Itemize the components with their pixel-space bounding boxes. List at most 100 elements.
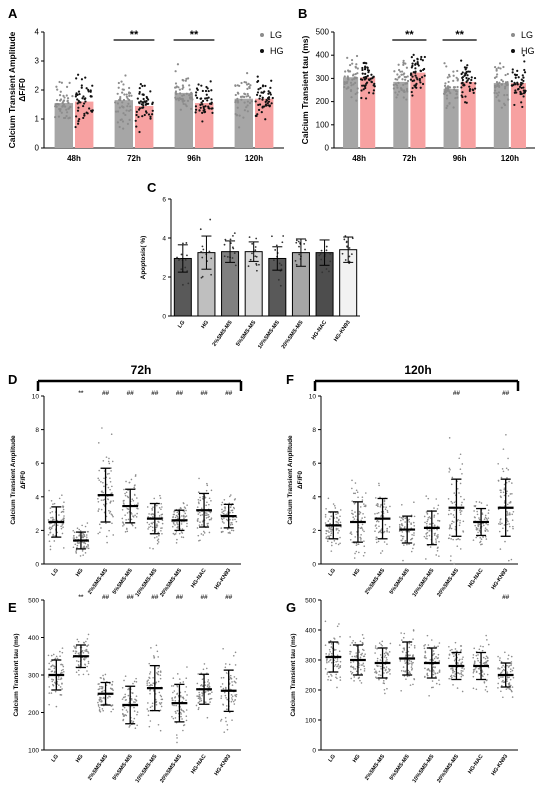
data-point [375, 527, 378, 529]
data-point [171, 715, 173, 718]
data-point [448, 101, 451, 105]
data-point [449, 92, 452, 95]
data-point [337, 663, 340, 666]
data-point [149, 692, 151, 695]
significance-mark: ## [502, 594, 510, 601]
data-point [184, 507, 187, 509]
significance-mark: ## [151, 594, 159, 601]
data-point [510, 558, 513, 561]
data-point [449, 649, 452, 652]
bar-LG [234, 98, 253, 148]
data-point [410, 550, 413, 553]
data-point [155, 524, 158, 527]
data-point [352, 73, 355, 76]
data-point [74, 95, 77, 98]
data-point [121, 508, 124, 511]
data-point [110, 705, 113, 707]
data-point [385, 678, 388, 680]
data-point [222, 513, 225, 515]
data-point [251, 252, 253, 255]
data-point [378, 665, 380, 667]
data-point [180, 253, 183, 256]
data-point [255, 237, 258, 240]
data-point [102, 491, 104, 494]
data-point [158, 702, 161, 704]
significance-mark: ## [176, 390, 184, 397]
data-point [147, 702, 149, 704]
data-point [122, 83, 125, 86]
data-point [123, 714, 126, 716]
data-point [418, 79, 421, 82]
data-point [474, 504, 477, 507]
data-point [383, 689, 386, 691]
data-point [264, 84, 267, 88]
data-point [367, 71, 370, 74]
data-point [467, 77, 470, 80]
data-point [76, 109, 80, 112]
data-point [60, 694, 63, 696]
significance-mark: ** [130, 29, 139, 41]
data-point [359, 668, 362, 671]
data-point [229, 238, 232, 241]
data-point [473, 668, 476, 671]
data-point [220, 720, 222, 722]
data-point [142, 104, 145, 107]
data-point [206, 501, 208, 504]
data-point [339, 665, 342, 667]
data-point [363, 503, 365, 505]
data-point [186, 666, 188, 668]
data-point [158, 534, 160, 537]
data-point [101, 690, 104, 693]
data-point [87, 530, 89, 533]
data-point [128, 726, 131, 728]
data-point [130, 720, 133, 722]
data-point [133, 486, 135, 489]
data-point [339, 542, 341, 545]
data-point [518, 85, 522, 88]
data-point [281, 241, 284, 244]
x-tick-label: LG [51, 754, 60, 764]
data-point [52, 534, 54, 537]
data-point [207, 89, 210, 93]
data-point [254, 246, 257, 248]
data-point [134, 475, 137, 477]
data-point [116, 102, 120, 105]
data-point [243, 101, 246, 104]
data-point [129, 92, 132, 95]
data-point [160, 705, 163, 708]
data-point [386, 527, 389, 530]
data-point [226, 698, 229, 701]
data-point [363, 649, 365, 652]
data-point [503, 524, 506, 526]
data-point [333, 637, 335, 639]
data-point [461, 472, 463, 475]
data-point [410, 644, 413, 646]
data-point [458, 492, 460, 494]
data-point [105, 456, 108, 458]
data-point [473, 647, 476, 650]
data-point [363, 68, 367, 71]
data-point [404, 670, 407, 672]
data-point [246, 110, 249, 113]
data-point [132, 701, 135, 703]
data-point [506, 518, 508, 521]
data-point [449, 524, 451, 526]
data-point [226, 728, 229, 731]
data-point [132, 682, 134, 685]
data-point [468, 89, 471, 93]
data-point [472, 656, 474, 659]
data-point [452, 669, 455, 671]
data-point [222, 647, 224, 650]
data-point [229, 506, 232, 509]
data-point [83, 658, 86, 660]
data-point [84, 542, 87, 545]
bar-HG [510, 83, 526, 148]
data-point [185, 92, 188, 95]
data-point [259, 87, 262, 90]
data-point [54, 681, 56, 684]
data-point [172, 677, 175, 679]
data-point [151, 101, 154, 104]
data-point [148, 677, 151, 679]
data-point [327, 530, 329, 532]
data-point [257, 103, 260, 107]
